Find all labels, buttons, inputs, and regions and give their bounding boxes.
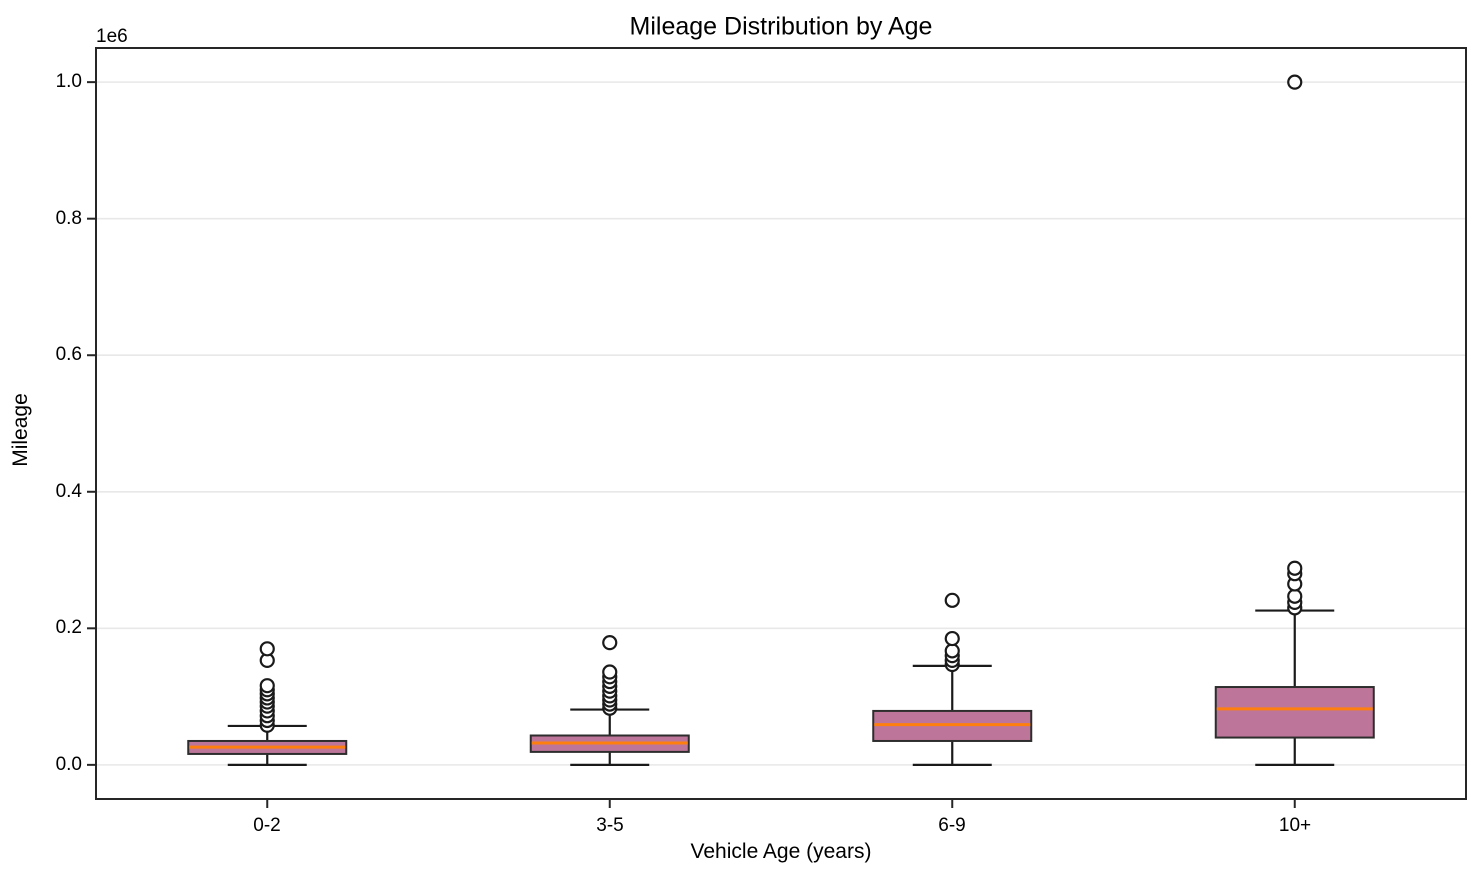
y-tick-label: 0.8 [55, 208, 82, 229]
box-3-5 [529, 635, 690, 766]
y-tick-label: 0.0 [55, 754, 82, 775]
outlier-point [944, 592, 960, 608]
outlier-point [1287, 560, 1303, 576]
x-tick-label: 3-5 [596, 815, 624, 836]
y-tick-label: 0.6 [55, 344, 82, 365]
axes-spines [95, 47, 1467, 800]
outlier-point [1287, 74, 1303, 90]
box-0-2 [187, 641, 348, 766]
x-tick-label: 10+ [1278, 815, 1312, 836]
y-tick-label: 0.2 [55, 617, 82, 638]
y-axis-label: Mileage [9, 393, 32, 467]
box-10+ [1214, 74, 1375, 766]
outlier-point [1287, 588, 1303, 604]
outlier-point [259, 678, 275, 694]
y-tick-label: 0.4 [55, 481, 82, 502]
y-tick-label: 1.0 [55, 71, 82, 92]
box-6-9 [872, 592, 1033, 766]
outlier-point [602, 635, 618, 651]
x-axis-label: Vehicle Age (years) [690, 840, 872, 863]
outlier-point [602, 664, 618, 680]
outlier-point [944, 630, 960, 647]
x-tick-label: 0-2 [253, 815, 281, 836]
chart-title: Mileage Distribution by Age [629, 12, 933, 41]
outlier-point [259, 641, 275, 657]
y-axis-offset-label: 1e6 [96, 26, 128, 47]
outlier-point [944, 643, 960, 659]
x-tick-label: 6-9 [938, 815, 966, 836]
iqr-box [1214, 686, 1375, 739]
